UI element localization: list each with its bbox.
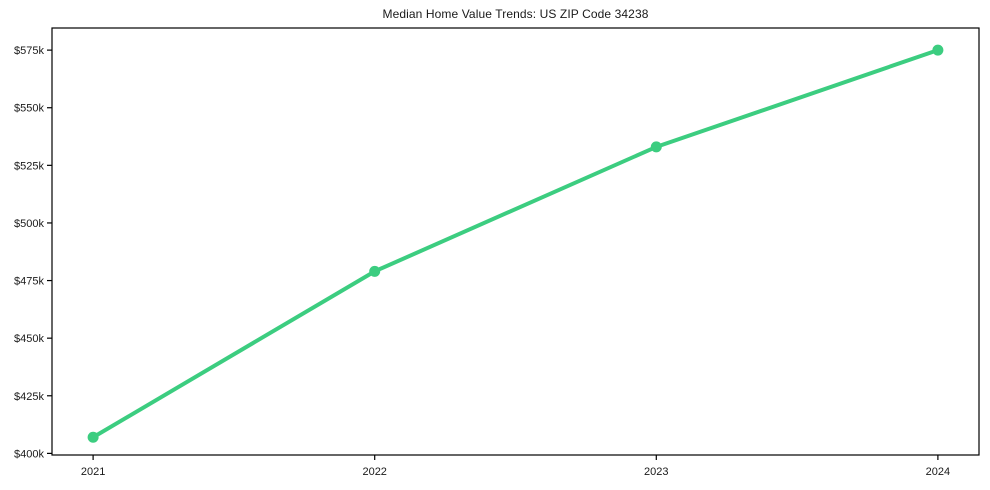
trend-line (91, 48, 940, 440)
chart-title: Median Home Value Trends: US ZIP Code 34… (382, 7, 649, 21)
x-tick-label: 2022 (362, 466, 386, 478)
y-tick-label: $450k (14, 333, 44, 345)
y-tick-label: $500k (14, 218, 44, 230)
data-point-2021 (87, 431, 99, 443)
data-point-2022 (369, 265, 381, 277)
data-point-2023 (650, 141, 662, 153)
y-tick-label: $575k (14, 45, 44, 57)
x-tick-label: 2021 (81, 466, 105, 478)
y-tick-label: $550k (14, 103, 44, 115)
x-tick-label: 2023 (644, 466, 668, 478)
y-tick-label: $400k (14, 448, 44, 460)
y-tick-label: $425k (14, 391, 44, 403)
y-tick-label: $525k (14, 160, 44, 172)
x-tick-label: 2024 (926, 466, 950, 478)
data-point-2024 (932, 44, 944, 56)
y-tick-label: $475k (14, 276, 44, 288)
plot-border (51, 27, 980, 456)
